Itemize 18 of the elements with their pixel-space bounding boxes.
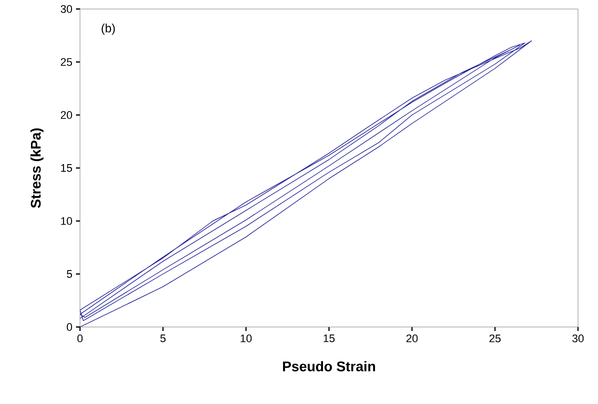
annotation: (b) xyxy=(102,24,115,35)
x-axis-title: Pseudo Strain xyxy=(283,361,376,372)
line-series xyxy=(80,40,532,327)
y-tick-label: 5 xyxy=(66,270,72,278)
y-tick-label: 0 xyxy=(66,323,72,331)
x-tick-label: 5 xyxy=(160,334,166,342)
y-tick-label: 20 xyxy=(60,111,72,119)
y-tick-label: 10 xyxy=(61,217,72,225)
x-tick-label: 30 xyxy=(572,334,584,342)
x-tick-label: 20 xyxy=(406,334,418,342)
x-tick-label: 25 xyxy=(489,334,501,342)
y-tick-label: 25 xyxy=(60,58,72,66)
x-tick-label: 10 xyxy=(240,334,252,342)
y-tick-label: 30 xyxy=(60,5,72,13)
y-tick-label: 15 xyxy=(61,164,72,172)
x-tick-label: 0 xyxy=(77,334,83,342)
x-tick-label: 15 xyxy=(324,334,335,342)
y-axis-title: Stress (kPa) xyxy=(30,128,44,208)
